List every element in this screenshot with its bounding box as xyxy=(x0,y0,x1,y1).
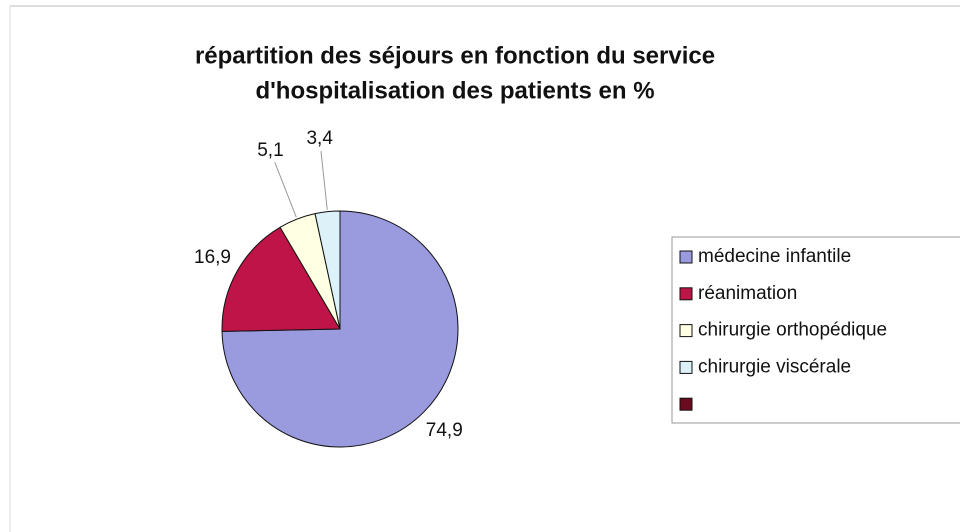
legend-swatch xyxy=(679,397,693,411)
data-label: 16,9 xyxy=(194,247,231,268)
legend-label: chirurgie orthopédique xyxy=(698,320,887,341)
leader-line xyxy=(320,150,328,210)
legend-label: médecine infantile xyxy=(698,246,851,267)
legend-box xyxy=(671,236,960,424)
legend-swatch xyxy=(679,360,693,374)
chart-title: répartition des séjours en fonction du s… xyxy=(195,42,715,69)
legend-label: chirurgie viscérale xyxy=(698,356,851,377)
pie-slice xyxy=(314,210,341,330)
leader-line xyxy=(274,162,297,218)
legend-swatch xyxy=(679,287,693,301)
pie-slice xyxy=(221,226,341,332)
data-label: 74,9 xyxy=(426,420,463,441)
chart-title: d'hospitalisation des patients en % xyxy=(255,77,654,104)
data-label: 5,1 xyxy=(257,140,283,161)
legend-swatch xyxy=(679,250,693,264)
data-label: 3,4 xyxy=(306,128,333,149)
legend-swatch xyxy=(679,324,693,338)
legend-label: réanimation xyxy=(698,283,797,304)
